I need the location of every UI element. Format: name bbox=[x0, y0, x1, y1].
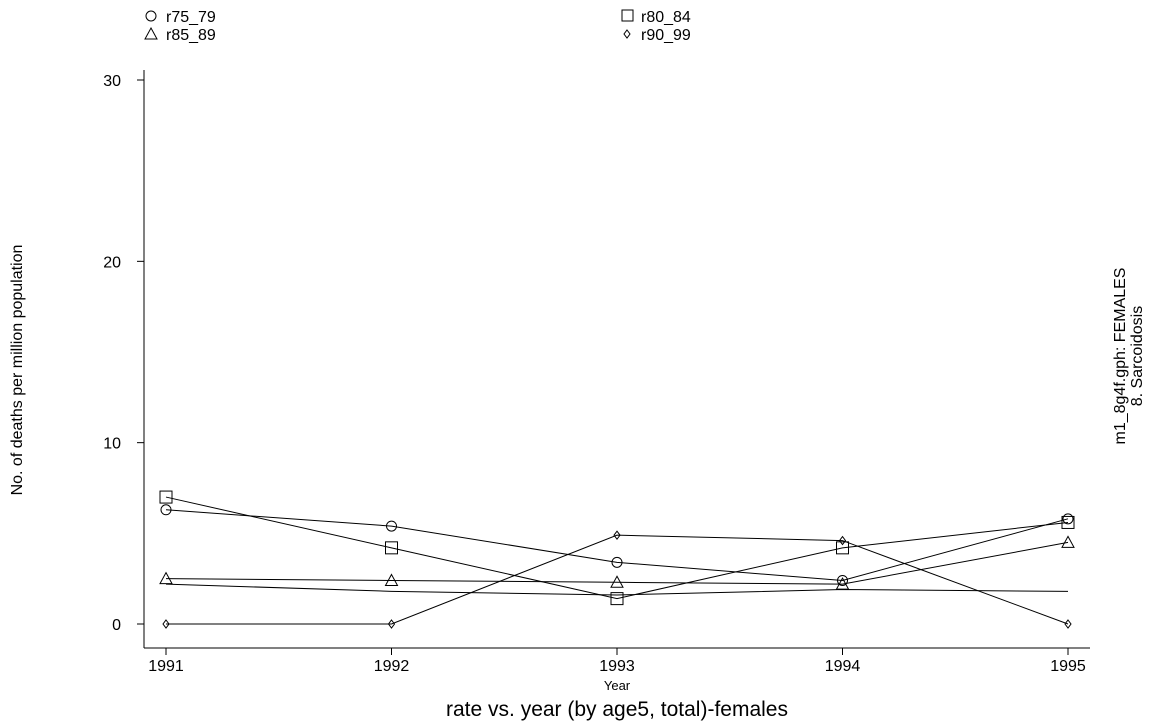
series-line-r85_89 bbox=[165, 541, 1069, 585]
point-r90_99 bbox=[387, 619, 396, 629]
x-ticks: 1991 1992 1993 1994 1995 bbox=[148, 648, 1086, 675]
legend-item-r90_99: r90_99 bbox=[623, 27, 691, 44]
legend-label-r75_79: r75_79 bbox=[166, 9, 216, 26]
series-line-r90_99 bbox=[166, 534, 1069, 625]
point-r90_99 bbox=[1064, 619, 1072, 629]
side-label-cause: 8. Sarcoidosis bbox=[1129, 306, 1146, 407]
legend-marker-diamond bbox=[623, 29, 631, 39]
y-axis-title: No. of deaths per million population bbox=[9, 245, 26, 496]
y-tick-label: 10 bbox=[103, 436, 121, 453]
point-r85_89 bbox=[835, 577, 850, 590]
y-ticks: 0 10 20 30 bbox=[103, 73, 144, 634]
side-label-file: m1_8g4f.gph: FEMALES bbox=[1112, 268, 1129, 445]
point-r80_84 bbox=[1061, 515, 1075, 529]
point-r75_79 bbox=[386, 520, 397, 532]
point-r75_79 bbox=[837, 574, 848, 586]
point-r75_79 bbox=[160, 504, 172, 516]
point-r90_99 bbox=[162, 619, 170, 629]
legend-label-r80_84: r80_84 bbox=[641, 9, 691, 26]
point-r80_84 bbox=[385, 541, 398, 555]
legend-label-r85_89: r85_89 bbox=[166, 27, 216, 44]
series-r85_89 bbox=[159, 535, 1075, 590]
y-tick-label: 0 bbox=[112, 617, 121, 634]
chart-title: rate vs. year (by age5, total)-females bbox=[446, 698, 788, 721]
legend-item-r85_89: r85_89 bbox=[144, 26, 216, 44]
point-r80_84 bbox=[610, 592, 624, 606]
legend-label-r90_99: r90_99 bbox=[641, 27, 691, 44]
point-r75_79 bbox=[1062, 513, 1074, 525]
x-tick-label: 1991 bbox=[148, 658, 184, 675]
legend-item-r75_79: r75_79 bbox=[145, 9, 216, 26]
point-r85_89 bbox=[384, 573, 399, 586]
point-r90_99 bbox=[613, 530, 621, 540]
plot-area bbox=[159, 490, 1075, 629]
series-line-r80_84 bbox=[165, 496, 1069, 600]
x-tick-label: 1994 bbox=[825, 658, 861, 675]
point-r85_89 bbox=[159, 571, 173, 585]
y-tick-label: 20 bbox=[103, 254, 121, 271]
x-axis-title: Year bbox=[604, 678, 631, 693]
legend-marker-square bbox=[621, 9, 634, 22]
point-r85_89 bbox=[1061, 535, 1075, 548]
point-r80_84 bbox=[159, 490, 173, 504]
point-r75_79 bbox=[611, 556, 623, 568]
series-r90_99 bbox=[162, 530, 1072, 629]
series-r80_84 bbox=[159, 490, 1075, 606]
x-tick-label: 1992 bbox=[374, 658, 410, 675]
series-line-r75_79 bbox=[165, 509, 1069, 581]
legend-marker-circle bbox=[145, 10, 157, 22]
y-tick-label: 30 bbox=[103, 73, 121, 90]
series-line-total bbox=[165, 583, 1069, 596]
legend-item-r80_84: r80_84 bbox=[621, 9, 691, 26]
x-tick-label: 1993 bbox=[599, 658, 635, 675]
point-r85_89 bbox=[610, 575, 624, 588]
series-r75_79 bbox=[160, 504, 1074, 586]
point-r90_99 bbox=[838, 535, 847, 546]
legend-marker-triangle bbox=[144, 26, 158, 40]
x-tick-label: 1995 bbox=[1050, 658, 1086, 675]
legend: r75_79 r80_84 r85_89 r90_99 bbox=[144, 9, 691, 44]
point-r80_84 bbox=[836, 541, 849, 555]
